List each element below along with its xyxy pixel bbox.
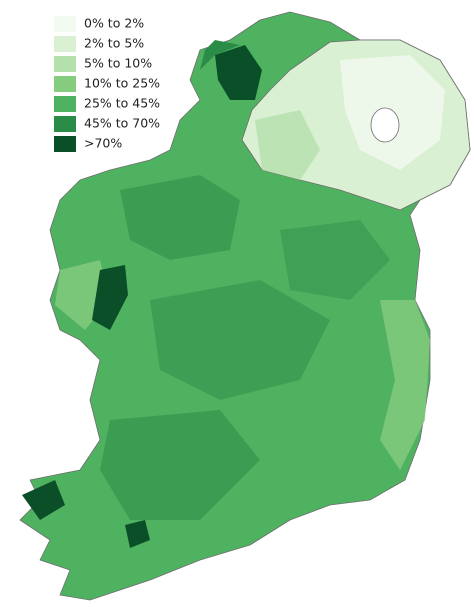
legend: 0% to 2% 2% to 5% 5% to 10% 10% to 25% 25% t… bbox=[54, 16, 160, 152]
region-patch bbox=[92, 265, 128, 330]
legend-swatch bbox=[54, 76, 76, 92]
region-patch bbox=[120, 175, 240, 260]
region-patch bbox=[150, 280, 330, 400]
legend-swatch bbox=[54, 36, 76, 52]
legend-label: 5% to 10% bbox=[84, 56, 152, 71]
legend-swatch bbox=[54, 136, 76, 152]
legend-label: 45% to 70% bbox=[84, 116, 160, 131]
legend-swatch bbox=[54, 96, 76, 112]
lough-neagh bbox=[370, 107, 400, 143]
legend-label: 0% to 2% bbox=[84, 16, 144, 31]
legend-label: 2% to 5% bbox=[84, 36, 144, 51]
region-patch bbox=[200, 40, 240, 70]
region-patch bbox=[100, 410, 260, 520]
legend-label: 25% to 45% bbox=[84, 96, 160, 111]
legend-label: 10% to 25% bbox=[84, 76, 160, 91]
region-patch bbox=[255, 110, 320, 180]
legend-label: >70% bbox=[84, 136, 122, 151]
legend-swatch bbox=[54, 116, 76, 132]
region-patch bbox=[125, 520, 150, 548]
region-patch bbox=[280, 220, 390, 300]
region-patch bbox=[380, 300, 430, 470]
legend-swatch bbox=[54, 56, 76, 72]
region-patch bbox=[22, 480, 65, 520]
region-patch bbox=[215, 45, 262, 100]
legend-swatch bbox=[54, 16, 76, 32]
regions bbox=[19, 11, 471, 601]
